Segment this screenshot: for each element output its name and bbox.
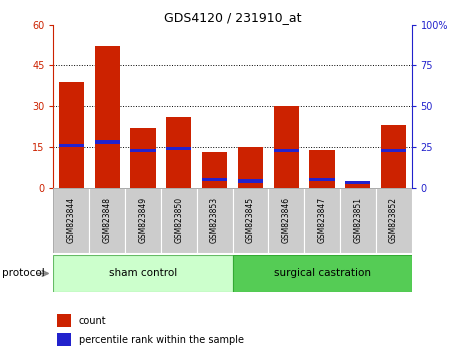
Bar <box>166 147 191 150</box>
Bar <box>161 188 197 253</box>
Text: GSM823853: GSM823853 <box>210 197 219 244</box>
Bar <box>197 188 232 253</box>
Bar <box>166 117 191 188</box>
Bar <box>274 149 299 152</box>
Bar <box>57 333 72 346</box>
Bar <box>345 181 370 184</box>
Text: GSM823846: GSM823846 <box>282 197 291 244</box>
Bar <box>53 188 89 253</box>
Bar <box>59 144 84 147</box>
Bar <box>345 182 370 188</box>
Bar <box>89 188 125 253</box>
Bar <box>53 255 232 292</box>
Bar <box>238 147 263 188</box>
Text: percentile rank within the sample: percentile rank within the sample <box>79 335 244 345</box>
Text: count: count <box>79 316 106 326</box>
Bar <box>202 178 227 181</box>
Bar <box>304 188 340 253</box>
Title: GDS4120 / 231910_at: GDS4120 / 231910_at <box>164 11 301 24</box>
Bar <box>310 150 334 188</box>
Text: GSM823844: GSM823844 <box>67 197 76 244</box>
Bar <box>340 188 376 253</box>
Text: protocol: protocol <box>2 268 45 279</box>
Bar <box>57 314 72 327</box>
Bar <box>232 188 268 253</box>
Bar <box>95 46 120 188</box>
Bar <box>238 179 263 183</box>
Bar <box>310 178 334 181</box>
Text: sham control: sham control <box>109 268 177 279</box>
Text: GSM823850: GSM823850 <box>174 197 183 244</box>
Bar <box>268 188 304 253</box>
Bar <box>274 106 299 188</box>
Text: GSM823851: GSM823851 <box>353 198 362 243</box>
Text: GSM823845: GSM823845 <box>246 197 255 244</box>
Bar <box>232 255 412 292</box>
Bar <box>381 125 406 188</box>
Bar <box>381 149 406 152</box>
Bar <box>95 141 120 144</box>
Text: surgical castration: surgical castration <box>273 268 371 279</box>
Text: GSM823847: GSM823847 <box>318 197 326 244</box>
Bar <box>59 82 84 188</box>
Text: GSM823848: GSM823848 <box>103 198 112 243</box>
Bar <box>125 188 161 253</box>
Text: GSM823849: GSM823849 <box>139 197 147 244</box>
Bar <box>202 152 227 188</box>
Bar <box>376 188 412 253</box>
Bar <box>131 149 155 152</box>
Bar <box>131 128 155 188</box>
Text: GSM823852: GSM823852 <box>389 198 398 243</box>
